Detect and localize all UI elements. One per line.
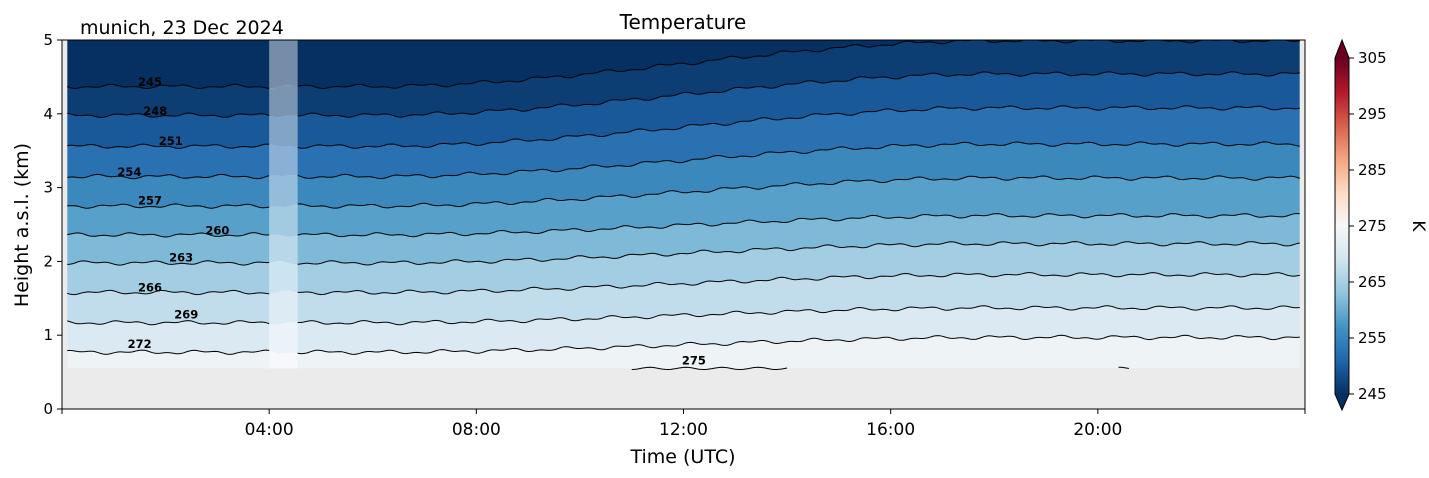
chart-title: Temperature	[619, 10, 747, 34]
y-tick-label-2: 2	[43, 252, 53, 270]
colorbar-tick-label-275: 275	[1358, 217, 1387, 235]
colorbar-tick-label-305: 305	[1358, 49, 1387, 67]
contour-label-269: 269	[174, 308, 198, 322]
contour-263-seg2	[297, 241, 1300, 266]
contour-275-seg1	[631, 366, 788, 371]
x-axis-label: Time (UTC)	[629, 446, 735, 468]
colorbar-tick-label-265: 265	[1358, 273, 1387, 291]
colorbar-tick-label-255: 255	[1358, 329, 1387, 347]
band-254-257	[67, 141, 1300, 209]
contour-label-248: 248	[143, 104, 167, 118]
contour-266-seg2	[297, 272, 1300, 296]
no-data-left	[62, 40, 68, 409]
y-tick-label-1: 1	[43, 326, 53, 344]
y-tick-label-5: 5	[43, 31, 53, 49]
y-tick-label-3: 3	[43, 179, 53, 197]
contour-260-seg1	[67, 232, 270, 238]
contour-248-seg2	[297, 71, 1300, 118]
contour-269-seg2	[297, 305, 1300, 326]
band-245-248	[67, 40, 1300, 118]
contour-label-251: 251	[159, 134, 183, 148]
contour-251-seg2	[297, 105, 1300, 149]
band-248-251	[67, 71, 1300, 149]
band-266-269	[67, 272, 1300, 325]
band-above-272	[67, 335, 1300, 369]
contour-269-seg1	[67, 320, 270, 326]
x-axis: 04:00 08:00 12:00 16:00 20:00	[61, 409, 1306, 440]
colorbar-tick-label-295: 295	[1358, 105, 1387, 123]
colorbar-extend-min	[1335, 394, 1349, 410]
contour-272-seg1	[67, 349, 270, 355]
band-260-263	[67, 213, 1300, 266]
contour-254-seg1	[67, 173, 270, 180]
contour-245-seg1	[67, 83, 270, 90]
contour-272-seg2	[297, 334, 1300, 355]
x-tick-label-12:00: 12:00	[659, 420, 708, 440]
contour-257-seg2	[297, 175, 1300, 209]
band-269-272	[67, 305, 1300, 355]
plot-area: 272 269 266 263 260 257 254 251 248 245 275	[61, 39, 1306, 410]
band-below-245	[67, 40, 1300, 89]
location-date-label: munich, 23 Dec 2024	[80, 17, 284, 39]
colorbar-tick-label-245: 245	[1358, 385, 1387, 403]
contour-label-260: 260	[205, 223, 229, 237]
contour-labels: 272 269 266 263 260 257 254 251 248 245 275	[117, 75, 706, 367]
contour-lines	[67, 40, 1300, 371]
y-tick-label-0: 0	[43, 400, 53, 418]
contour-251-seg1	[67, 143, 270, 149]
contour-label-245: 245	[138, 75, 162, 89]
colorbar-ticks: 245 255 265 275 285 295 305	[1349, 49, 1387, 403]
band-251-254	[67, 105, 1300, 179]
y-tick-label-4: 4	[43, 105, 53, 123]
contour-266-seg1	[67, 289, 270, 296]
data-gap	[269, 40, 298, 369]
no-data-right	[1299, 40, 1305, 409]
x-tick-label-04:00: 04:00	[245, 420, 294, 440]
contour-label-266: 266	[138, 280, 162, 294]
temperature-field	[62, 40, 1305, 409]
contour-254-seg2	[297, 141, 1300, 180]
contour-275-seg2	[1118, 366, 1129, 369]
band-257-260	[67, 176, 1300, 237]
contour-label-275: 275	[682, 353, 706, 367]
x-tick-label-08:00: 08:00	[452, 420, 501, 440]
y-axis-label: Height a.s.l. (km)	[11, 143, 33, 307]
contour-248-seg1	[67, 112, 270, 118]
x-tick-label-16:00: 16:00	[866, 420, 915, 440]
contour-label-254: 254	[117, 165, 141, 179]
colorbar: 245 255 265 275 285 295 305 K	[1334, 38, 1428, 412]
band-263-266	[67, 241, 1300, 295]
colorbar-extend-max	[1335, 40, 1349, 58]
contour-label-257: 257	[138, 193, 162, 207]
colorbar-gradient	[1335, 58, 1349, 394]
contour-257-seg1	[67, 203, 270, 209]
colorbar-tick-label-285: 285	[1358, 161, 1387, 179]
x-tick-label-20:00: 20:00	[1073, 420, 1122, 440]
contour-245-seg2	[297, 40, 1300, 90]
contour-label-272: 272	[128, 337, 152, 351]
contour-263-seg1	[67, 260, 270, 266]
y-axis: 0 1 2 3 4 5	[43, 31, 62, 418]
colorbar-label: K	[1408, 220, 1428, 232]
contour-label-263: 263	[169, 250, 193, 264]
contour-260-seg2	[297, 212, 1300, 238]
